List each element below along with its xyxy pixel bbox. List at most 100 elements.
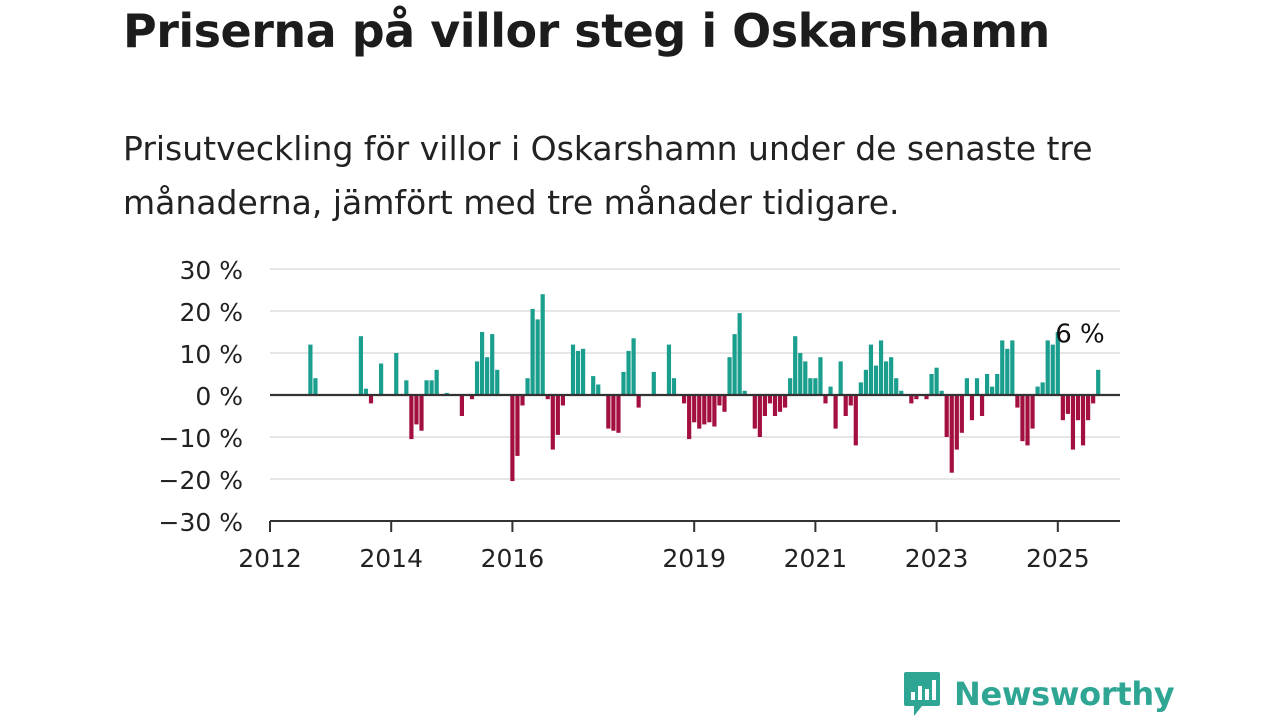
bar — [939, 390, 944, 395]
bar — [424, 380, 429, 395]
bar — [868, 344, 874, 395]
bar — [777, 395, 783, 412]
bar — [974, 378, 980, 395]
bar — [515, 395, 520, 456]
bar — [959, 395, 964, 433]
bar — [1000, 340, 1005, 395]
bar — [899, 390, 904, 395]
bar — [1030, 395, 1035, 429]
bar — [1060, 395, 1065, 421]
bar — [858, 382, 863, 395]
bar — [1010, 340, 1015, 395]
bar — [878, 340, 884, 395]
bar — [727, 357, 732, 395]
bar — [621, 371, 626, 395]
bar — [616, 395, 621, 433]
bar — [596, 384, 601, 395]
bar — [1070, 395, 1076, 450]
y-tick-label: −10 % — [159, 424, 243, 453]
bar — [838, 361, 843, 395]
bar — [591, 376, 596, 395]
bar — [1050, 344, 1055, 395]
bar — [990, 386, 995, 395]
bar — [873, 365, 879, 395]
bar — [793, 336, 798, 395]
bar — [666, 344, 672, 395]
bar — [894, 378, 899, 395]
bar — [944, 395, 949, 437]
bar — [848, 395, 853, 406]
bar — [379, 363, 384, 395]
x-tick-label: 2016 — [481, 544, 545, 573]
bar — [540, 294, 545, 395]
bar — [697, 395, 702, 429]
bar — [788, 378, 793, 395]
bar — [692, 395, 697, 423]
bar — [914, 395, 919, 400]
bar — [707, 395, 712, 423]
bar — [757, 395, 762, 437]
bar — [419, 395, 424, 431]
bar — [712, 395, 717, 427]
bar — [969, 395, 975, 421]
bar — [485, 357, 490, 395]
bar — [671, 378, 677, 395]
bar — [732, 334, 737, 395]
y-tick-label: 10 % — [179, 340, 243, 369]
bar — [535, 319, 540, 395]
bar — [469, 395, 475, 400]
bar — [985, 374, 990, 395]
bar — [530, 308, 535, 395]
bar — [995, 374, 1000, 395]
bar — [560, 395, 565, 406]
bars — [308, 294, 1101, 482]
bar — [1040, 382, 1045, 395]
bar — [1015, 395, 1020, 408]
bar — [1080, 395, 1086, 446]
bar — [368, 395, 374, 404]
bar — [474, 361, 480, 395]
x-tick-label: 2019 — [662, 544, 726, 573]
bar — [1065, 395, 1070, 414]
bar — [964, 378, 969, 395]
x-tick-label: 2023 — [905, 544, 969, 573]
bar — [631, 338, 636, 395]
bar — [863, 369, 868, 395]
bar — [490, 334, 495, 395]
brand-name: Newsworthy — [954, 675, 1175, 713]
bar — [889, 357, 894, 395]
bar — [924, 395, 929, 400]
bar — [853, 395, 858, 446]
bar — [581, 348, 586, 395]
bar — [783, 395, 788, 408]
bar — [742, 390, 747, 395]
x-tick-label: 2014 — [359, 544, 423, 573]
bar — [823, 395, 828, 404]
bar — [808, 378, 813, 395]
bar — [510, 395, 515, 482]
bar — [979, 395, 985, 416]
bar — [480, 332, 485, 395]
bar — [954, 395, 959, 450]
bar — [818, 357, 823, 395]
bar — [1005, 348, 1010, 395]
bar — [525, 378, 530, 395]
bar — [909, 395, 914, 404]
bar — [682, 395, 687, 404]
x-tick-label: 2021 — [784, 544, 848, 573]
bar — [929, 374, 934, 395]
axes — [269, 393, 1120, 532]
bar — [520, 395, 525, 406]
bar — [813, 378, 818, 395]
bar — [717, 395, 722, 406]
bar — [949, 395, 954, 473]
bar — [636, 395, 641, 408]
bar — [752, 395, 757, 429]
bar — [1020, 395, 1025, 442]
bar — [404, 380, 409, 395]
bar — [651, 371, 656, 395]
bar — [737, 313, 742, 395]
bar — [702, 395, 707, 425]
bar — [767, 395, 773, 404]
bar — [1025, 395, 1030, 446]
